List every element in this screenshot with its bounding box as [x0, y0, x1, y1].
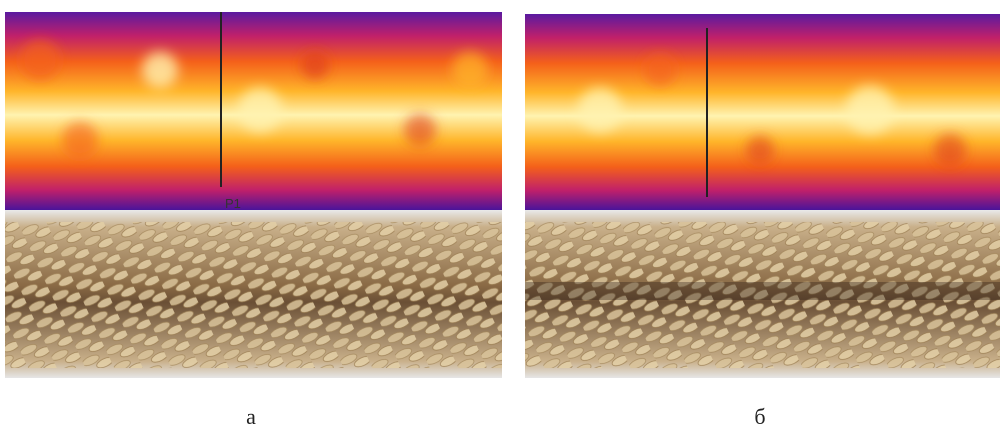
- panel-a: P1 а: [5, 12, 502, 429]
- grain-texture: [5, 222, 502, 368]
- panel-caption: б: [754, 404, 765, 429]
- thermal-texture: [578, 54, 966, 166]
- panel-b: б: [525, 14, 1000, 429]
- grain-texture: [525, 222, 1000, 368]
- thermal-texture: [20, 40, 488, 158]
- marker-label: P1: [225, 196, 241, 211]
- dark-band: [525, 282, 1000, 300]
- panel-caption: а: [246, 404, 256, 429]
